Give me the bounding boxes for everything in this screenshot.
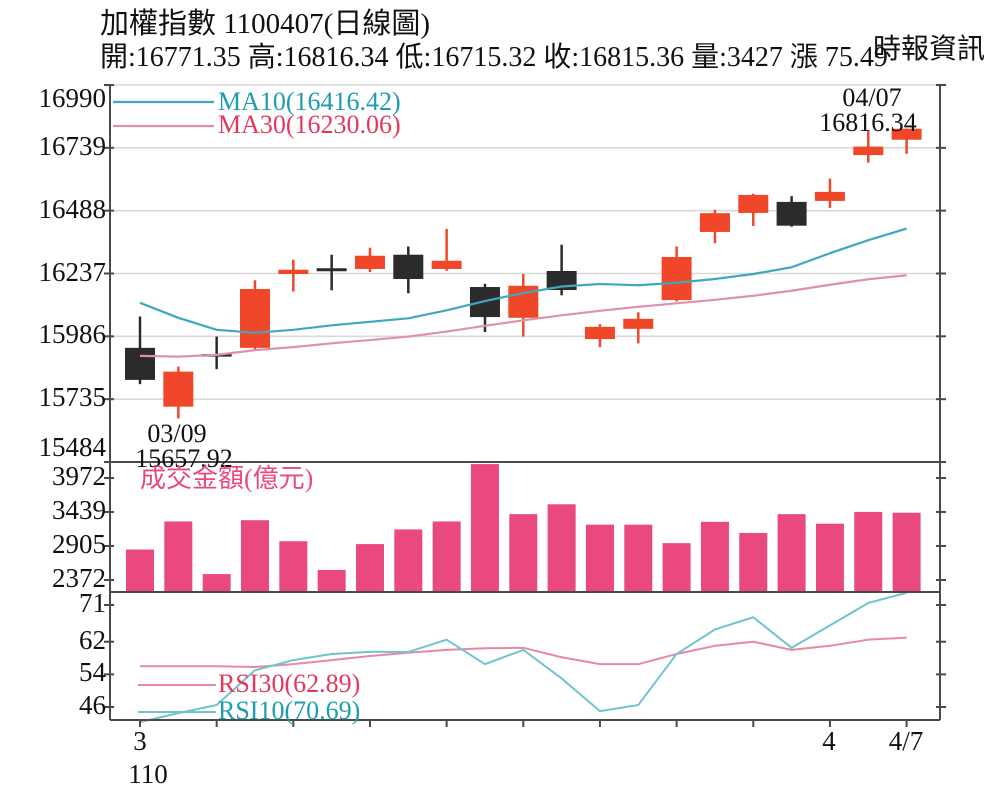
candle-up [738,194,769,213]
price-ytick-label: 16237 [38,256,107,287]
volume-bar [892,512,921,591]
candle-up [814,191,845,201]
volume-bar [470,464,499,591]
volume-bar [355,544,384,591]
volume-bar [624,524,653,591]
annotation-high-date: 04/07 [842,83,902,112]
volume-bar [279,541,308,591]
volume-panel-title: 成交金額(億元) [140,464,314,493]
volume-bar [854,511,883,591]
volume-bar [547,504,576,591]
candle-down [393,254,424,280]
page-title: 加權指數 1100407(日線圖) [100,8,430,40]
volume-bar [240,520,269,591]
rsi-ytick-label: 71 [79,588,106,618]
candle-up [584,326,615,340]
candle-up [623,318,654,329]
candle-down [316,268,347,272]
legend-rsi10: RSI10(70.69) [218,696,361,725]
candle-up [431,260,462,269]
annotation-low-value: 15657.92 [135,444,233,473]
candle-up [891,128,922,140]
candle-up [354,255,385,269]
volume-bar [777,514,806,591]
volume-bar [815,523,844,591]
candle-up [239,289,270,348]
volume-bar [394,529,423,591]
volume-bar [126,549,154,591]
rsi-ytick-label: 46 [79,690,106,720]
volume-bar [662,543,691,591]
candle-up [661,256,692,301]
candle-down [125,347,155,380]
volume-bar [432,521,461,591]
volume-ytick-label: 3439 [52,494,106,525]
price-ytick-label: 16488 [38,193,107,224]
volume-bar [700,521,729,591]
ma10-line [139,227,907,334]
price-ytick-label: 15735 [38,382,107,413]
volume-ytick-label: 3972 [52,461,106,491]
volume-bar [317,569,346,591]
rsi10-line [139,591,907,724]
price-ytick-label: 16739 [38,130,107,161]
data-source-label: 時報資訊 [872,34,985,65]
volume-bar [164,521,193,591]
price-ytick-label: 15986 [38,319,107,350]
volume-ytick-label: 2372 [52,563,106,593]
candle-down [776,201,807,226]
candle-up [699,213,730,232]
rsi-ytick-label: 54 [79,657,106,688]
candle-up [278,269,309,275]
annotation-low-date: 03/09 [147,419,207,448]
volume-ytick-label: 2905 [52,529,106,560]
candle-up [853,146,884,156]
candle-up [163,371,194,407]
volume-bar [739,532,768,591]
volume-bar [202,574,231,591]
annotation-high-value: 16816.34 [819,108,917,137]
ohlc-summary: 開:16771.35 高:16816.34 低:16715.32 收:16815… [100,42,888,73]
x-label-month-march: 3 [133,726,147,756]
volume-bar [509,514,538,591]
x-label-year: 110 [128,759,168,789]
rsi30-line [140,636,907,669]
price-ytick-label: 16990 [38,83,107,113]
volume-bar [585,524,614,591]
price-ytick-label: 15484 [38,432,107,462]
legend-rsi30: RSI30(62.89) [218,669,361,698]
x-label-month-april: 4 [822,726,836,756]
legend-ma10: MA10(16416.42) [218,87,401,116]
x-label-last-date: 4/7 [888,726,924,756]
legend-ma30: MA30(16230.06) [218,110,401,139]
ma30-line [139,274,907,358]
rsi-ytick-label: 62 [79,624,106,655]
